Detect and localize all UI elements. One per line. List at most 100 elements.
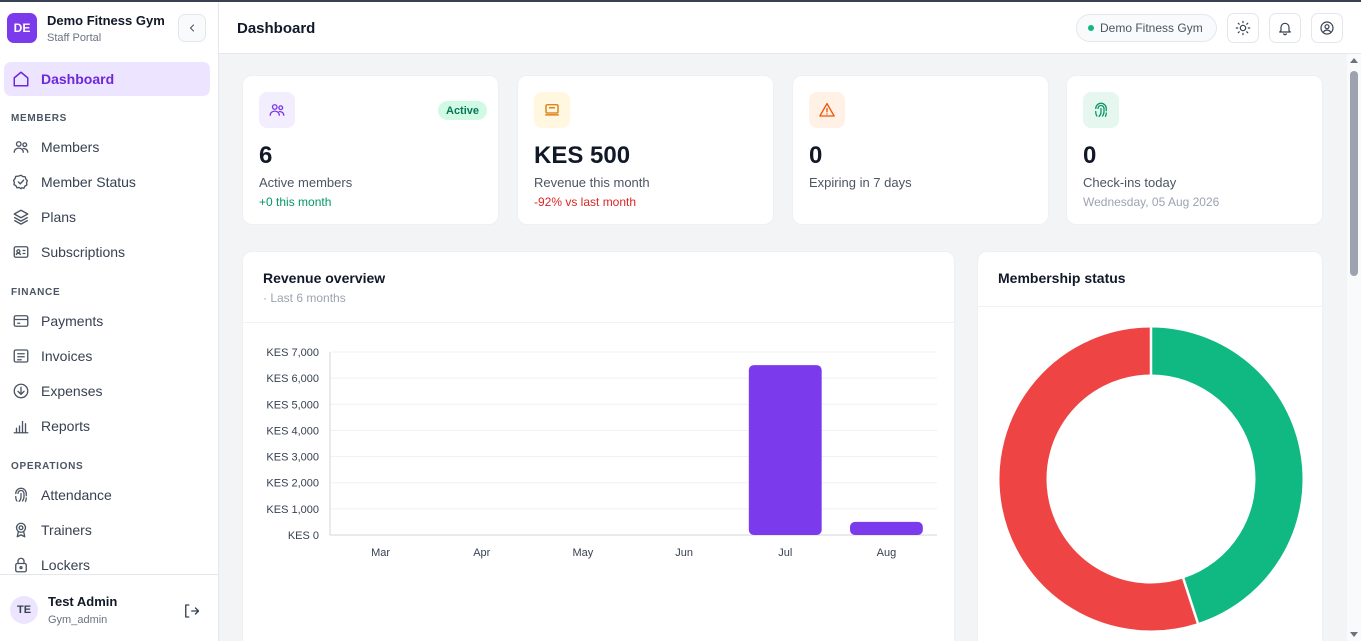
sidebar-item-label: Dashboard [41, 71, 115, 87]
bar-chart-icon [13, 420, 29, 434]
brand-name: Demo Fitness Gym [47, 13, 165, 28]
logout-icon[interactable] [182, 602, 200, 620]
y-tick-label: KES 7,000 [266, 347, 319, 359]
slice-separator [1181, 577, 1200, 625]
theme-toggle-button[interactable] [1227, 13, 1259, 43]
x-tick-label: Jun [675, 547, 693, 559]
nav-section-finance: FINANCE [11, 287, 61, 298]
sidebar-item-label: Plans [41, 209, 77, 225]
fingerprint-icon [1095, 102, 1107, 118]
sidebar-item-expenses[interactable]: Expenses [4, 374, 210, 408]
stat-card-checkins: 0 Check-ins today Wednesday, 05 Aug 2026 [1066, 75, 1323, 225]
membership-donut-chart [999, 326, 1303, 631]
sidebar-item-dashboard[interactable]: Dashboard [4, 62, 210, 96]
divider [978, 306, 1322, 307]
home-icon [13, 71, 29, 87]
stat-sub: Wednesday, 05 Aug 2026 [1083, 195, 1220, 209]
stat-sub: +0 this month [259, 195, 332, 209]
chevron-left-icon [189, 24, 195, 32]
badge-check-icon [12, 174, 28, 190]
sidebar-item-label: Attendance [41, 487, 112, 503]
sidebar-item-label: Expenses [41, 383, 103, 399]
sidebar-item-attendance[interactable]: Attendance [4, 478, 210, 512]
layers-icon [13, 209, 29, 225]
stat-value: 0 [809, 142, 823, 169]
sidebar-item-label: Payments [41, 313, 104, 329]
x-tick-label: Apr [473, 547, 490, 559]
bar-jul[interactable] [748, 365, 822, 535]
sidebar-item-trainers[interactable]: Trainers [4, 513, 210, 547]
sidebar-item-label: Trainers [41, 522, 92, 538]
stat-icon-wrap [1083, 92, 1119, 128]
stat-sub: -92% vs last month [534, 195, 637, 209]
receipt-icon [13, 349, 29, 363]
scroll-thumb[interactable] [1350, 71, 1358, 276]
y-tick-label: KES 6,000 [266, 373, 319, 385]
membership-status-panel: Membership status [977, 251, 1323, 641]
notifications-button[interactable] [1269, 13, 1301, 43]
scrollbar[interactable] [1347, 54, 1361, 641]
scroll-down-arrow[interactable] [1350, 632, 1358, 637]
id-card-icon [13, 246, 29, 258]
revenue-overview-panel: Revenue overview · Last 6 months KES 0 KE… [242, 251, 955, 641]
award-icon [15, 522, 27, 538]
divider [243, 322, 954, 323]
users-icon [13, 141, 29, 153]
x-tick-label: Mar [371, 547, 390, 559]
panel-title: Membership status [998, 270, 1126, 286]
sidebar-item-subscriptions[interactable]: Subscriptions [4, 235, 210, 269]
credit-card-icon [13, 315, 29, 327]
panel-subtitle: · Last 6 months [263, 291, 346, 305]
stat-card-revenue: KES 500 Revenue this month -92% vs last … [517, 75, 774, 225]
collapse-sidebar-button[interactable] [178, 14, 206, 42]
y-tick-label: KES 1,000 [266, 504, 319, 516]
sidebar-item-payments[interactable]: Payments [4, 304, 210, 338]
y-tick-label: KES 5,000 [266, 399, 319, 411]
stat-label: Revenue this month [534, 175, 650, 190]
sidebar-item-lockers[interactable]: Lockers [4, 548, 210, 582]
fingerprint-icon [15, 487, 27, 503]
revenue-bar-chart: KES 0 KES 1,000 KES 2,000 KES 3,000 KES 4,00… [266, 347, 937, 559]
user-role: Gym_admin [48, 614, 108, 626]
account-button[interactable] [1311, 13, 1343, 43]
gym-selector[interactable]: Demo Fitness Gym [1076, 14, 1217, 42]
brand-subtitle: Staff Portal [47, 32, 102, 44]
stat-value: 0 [1083, 142, 1097, 169]
page-title: Dashboard [237, 20, 316, 37]
scroll-up-arrow[interactable] [1350, 58, 1358, 63]
donut-slice-1[interactable] [999, 327, 1198, 631]
sidebar-item-label: Members [41, 139, 100, 155]
stat-icon-wrap [259, 92, 295, 128]
sidebar-item-label: Reports [41, 418, 91, 434]
stat-icon-wrap [809, 92, 845, 128]
sidebar-item-reports[interactable]: Reports [4, 409, 210, 443]
panel-title: Revenue overview [263, 270, 386, 286]
user-name: Test Admin [48, 594, 118, 609]
sun-icon [1235, 20, 1251, 36]
wallet-icon [545, 104, 559, 116]
avatar: TE [10, 596, 38, 624]
sidebar-item-plans[interactable]: Plans [4, 200, 210, 234]
bar-aug[interactable] [849, 521, 923, 535]
brand-logo: DE [7, 13, 37, 43]
sidebar-item-label: Lockers [41, 557, 91, 573]
y-tick-label: KES 0 [288, 530, 319, 542]
sidebar: DE Demo Fitness Gym Staff Portal Dashboa… [0, 2, 219, 641]
donut-slice-0[interactable] [1150, 327, 1303, 624]
users-icon [269, 104, 285, 116]
nav-section-operations: OPERATIONS [11, 461, 84, 472]
window-top-border [0, 0, 1361, 2]
y-tick-label: KES 3,000 [266, 452, 319, 464]
stat-label: Active members [259, 175, 353, 190]
y-tick-label: KES 2,000 [266, 478, 319, 490]
user-profile: TE Test Admin Gym_admin [0, 574, 218, 641]
user-circle-icon [1320, 21, 1334, 35]
stat-label: Check-ins today [1083, 175, 1177, 190]
arrow-down-circle-icon [13, 383, 29, 399]
sidebar-item-members[interactable]: Members [4, 130, 210, 164]
bell-icon [1279, 22, 1291, 36]
sidebar-item-member-status[interactable]: Member Status [4, 165, 210, 199]
stat-value: 6 [259, 142, 273, 169]
sidebar-item-invoices[interactable]: Invoices [4, 339, 210, 373]
stat-value: KES 500 [534, 142, 631, 169]
